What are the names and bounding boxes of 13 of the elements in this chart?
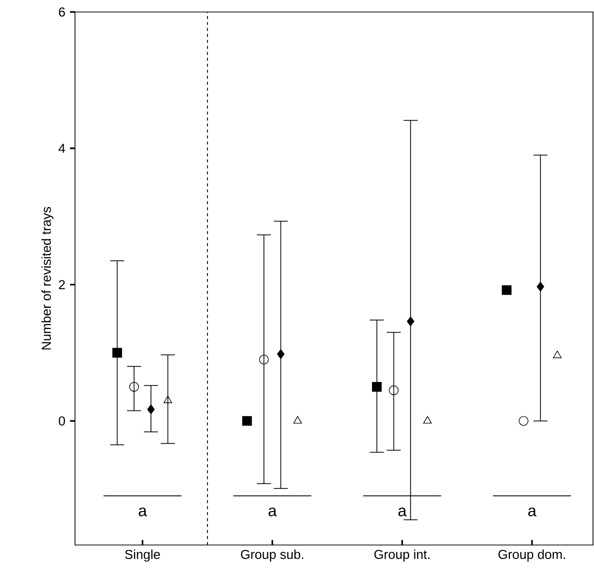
y-tick-label: 0 <box>58 416 65 426</box>
annotation: a <box>398 508 407 516</box>
x-tick-label: Group int. <box>374 549 430 562</box>
annotation: a <box>528 508 536 516</box>
x-tick-label: Single <box>125 549 160 562</box>
x-tick-label: Group dom. <box>498 549 565 562</box>
y-tick-label: 2 <box>58 280 65 290</box>
annotation: a <box>138 508 147 516</box>
x-tick-label: Group sub. <box>240 549 304 562</box>
y-axis-title: Number of revisited trays <box>41 206 54 350</box>
annotation: a <box>268 508 277 516</box>
y-tick-label: 4 <box>58 144 66 153</box>
y-tick-label: 6 <box>58 7 65 17</box>
